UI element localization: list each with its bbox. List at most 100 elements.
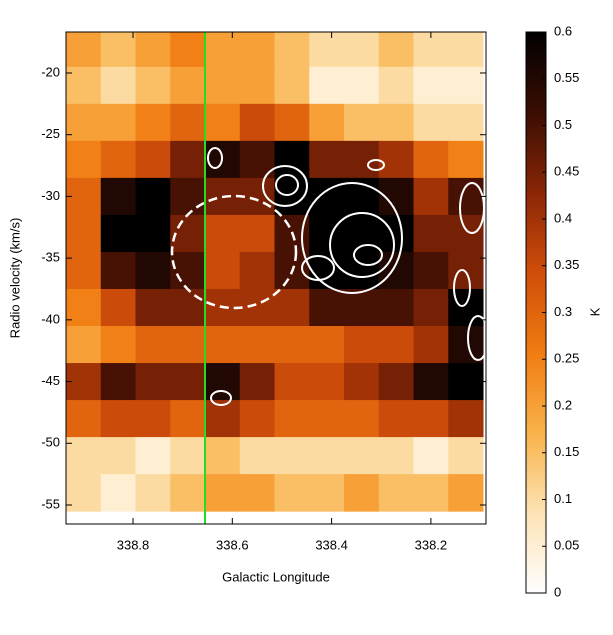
heat-cell <box>274 326 310 364</box>
x-tick-label: 338.8 <box>117 537 150 552</box>
heat-cell <box>448 140 484 179</box>
heat-cell <box>413 288 449 327</box>
y-tick-label: -40 <box>41 311 60 326</box>
heat-cell <box>309 326 345 364</box>
heat-cell <box>413 214 449 253</box>
heat-cell <box>170 363 206 401</box>
heat-cell <box>274 32 310 68</box>
heat-cell <box>378 288 415 327</box>
heat-cell <box>378 140 415 179</box>
x-tick-label: 338.2 <box>415 537 448 552</box>
heat-cell <box>135 251 171 290</box>
heat-cell <box>135 326 171 364</box>
heat-cell <box>66 288 102 327</box>
heat-cell <box>100 288 137 327</box>
contour <box>459 182 485 234</box>
x-tick-label: 338.4 <box>315 537 348 552</box>
heat-cell <box>448 177 484 216</box>
heat-cell <box>170 66 206 105</box>
contour <box>467 315 486 361</box>
heat-cell <box>205 251 241 290</box>
heat-cell <box>448 214 484 253</box>
heat-cell <box>413 251 449 290</box>
heat-cell <box>239 400 276 438</box>
heat-cell <box>274 288 310 327</box>
heat-cell <box>274 400 310 438</box>
heat-cell <box>309 363 345 401</box>
y-axis-label: Radio velocity (km/s) <box>7 218 22 339</box>
heat-cell <box>378 474 415 512</box>
heat-cell <box>135 103 171 142</box>
heat-cell <box>378 103 415 142</box>
heat-cell <box>100 326 137 364</box>
heat-cell <box>344 474 380 512</box>
heat-cell <box>344 363 380 401</box>
y-tick-label: -55 <box>41 496 60 511</box>
heat-cell <box>100 474 137 512</box>
heat-cell <box>239 214 276 253</box>
heat-cell <box>170 140 206 179</box>
heat-cell <box>344 326 380 364</box>
heat-cell <box>309 177 345 216</box>
heat-cell <box>274 363 310 401</box>
heat-cell <box>378 32 415 68</box>
heat-cell <box>170 177 206 216</box>
heat-cell <box>66 437 102 475</box>
heat-cell <box>309 140 345 179</box>
heat-cell <box>274 437 310 475</box>
heat-cell <box>309 214 345 253</box>
y-tick-label: -45 <box>41 373 60 388</box>
colorbar-tick-label: 0.25 <box>554 351 579 366</box>
heat-cell <box>413 437 449 475</box>
heat-cell <box>378 66 415 105</box>
heat-cell <box>100 363 137 401</box>
colorbar-tick-label: 0.5 <box>554 117 572 132</box>
overlay <box>170 32 486 524</box>
y-tick-label: -20 <box>41 64 60 79</box>
heat-cell <box>239 103 276 142</box>
heat-cell <box>344 66 380 105</box>
contour <box>453 269 471 307</box>
heat-cell <box>205 326 241 364</box>
heat-cell <box>239 32 276 68</box>
contour <box>207 147 223 169</box>
heat-cell <box>448 400 484 438</box>
heat-cell <box>309 400 345 438</box>
heat-cell <box>344 400 380 438</box>
heat-cell <box>239 251 276 290</box>
heat-cell <box>274 66 310 105</box>
colorbar-tick-label: 0.3 <box>554 304 572 319</box>
heat-cell <box>100 32 137 68</box>
heat-cell <box>378 363 415 401</box>
heat-cell <box>205 474 241 512</box>
contour <box>329 212 395 278</box>
colorbar-tick-label: 0.35 <box>554 257 579 272</box>
heat-cell <box>170 326 206 364</box>
heat-cell <box>205 437 241 475</box>
heat-cell <box>309 32 345 68</box>
heat-cell <box>239 474 276 512</box>
heat-cell <box>135 437 171 475</box>
heat-cell <box>66 326 102 364</box>
contour <box>301 182 403 294</box>
heat-cell <box>344 437 380 475</box>
heat-cell <box>100 437 137 475</box>
heat-cell <box>413 177 449 216</box>
heat-cell <box>100 140 137 179</box>
heat-cell <box>205 32 241 68</box>
heat-cell <box>239 66 276 105</box>
heat-cell <box>170 103 206 142</box>
heat-cell <box>448 474 484 512</box>
heat-cell <box>135 400 171 438</box>
heat-cell <box>66 474 102 512</box>
heat-cell <box>205 66 241 105</box>
heat-cell <box>344 103 380 142</box>
heat-cell <box>413 326 449 364</box>
heat-cell <box>274 103 310 142</box>
heat-cell <box>448 103 484 142</box>
dashed-circle <box>170 194 298 310</box>
colorbar-tick-label: 0.05 <box>554 538 579 553</box>
heat-cell <box>239 363 276 401</box>
contour <box>367 159 385 171</box>
